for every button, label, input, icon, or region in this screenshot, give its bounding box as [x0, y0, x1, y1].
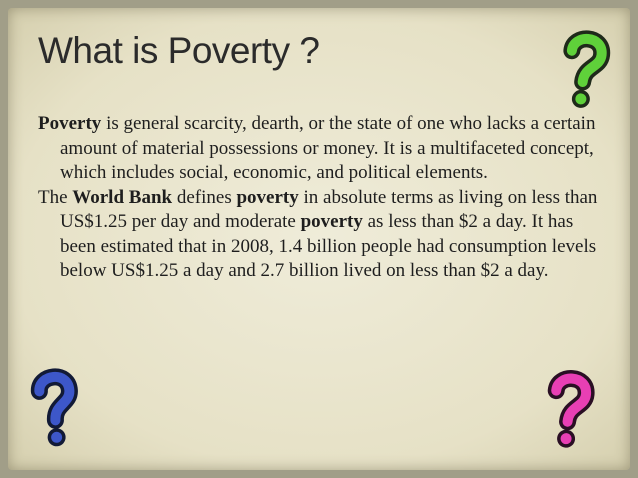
text: is general scarcity, dearth, or the stat… [60, 113, 596, 183]
question-icon [30, 368, 78, 447]
slide-title: What is Poverty ? [38, 30, 320, 71]
paper-background [8, 8, 630, 470]
paragraph: Poverty is general scarcity, dearth, or … [38, 112, 600, 186]
bold-text: poverty [300, 211, 363, 232]
bold-text: poverty [236, 186, 299, 208]
text: defines [172, 186, 237, 208]
bold-text: Poverty [38, 113, 102, 134]
text: as less than $2 a day. It has been estim… [60, 211, 597, 281]
question-icon [563, 30, 611, 108]
question-icon [547, 370, 595, 448]
text: The [38, 186, 73, 208]
slide-body: Poverty is general scarcity, dearth, or … [38, 112, 600, 284]
text: in absolute terms as living on less than… [60, 186, 598, 233]
bold-text: World Bank [72, 186, 173, 208]
paragraph: The World Bank defines poverty in absolu… [38, 186, 600, 284]
